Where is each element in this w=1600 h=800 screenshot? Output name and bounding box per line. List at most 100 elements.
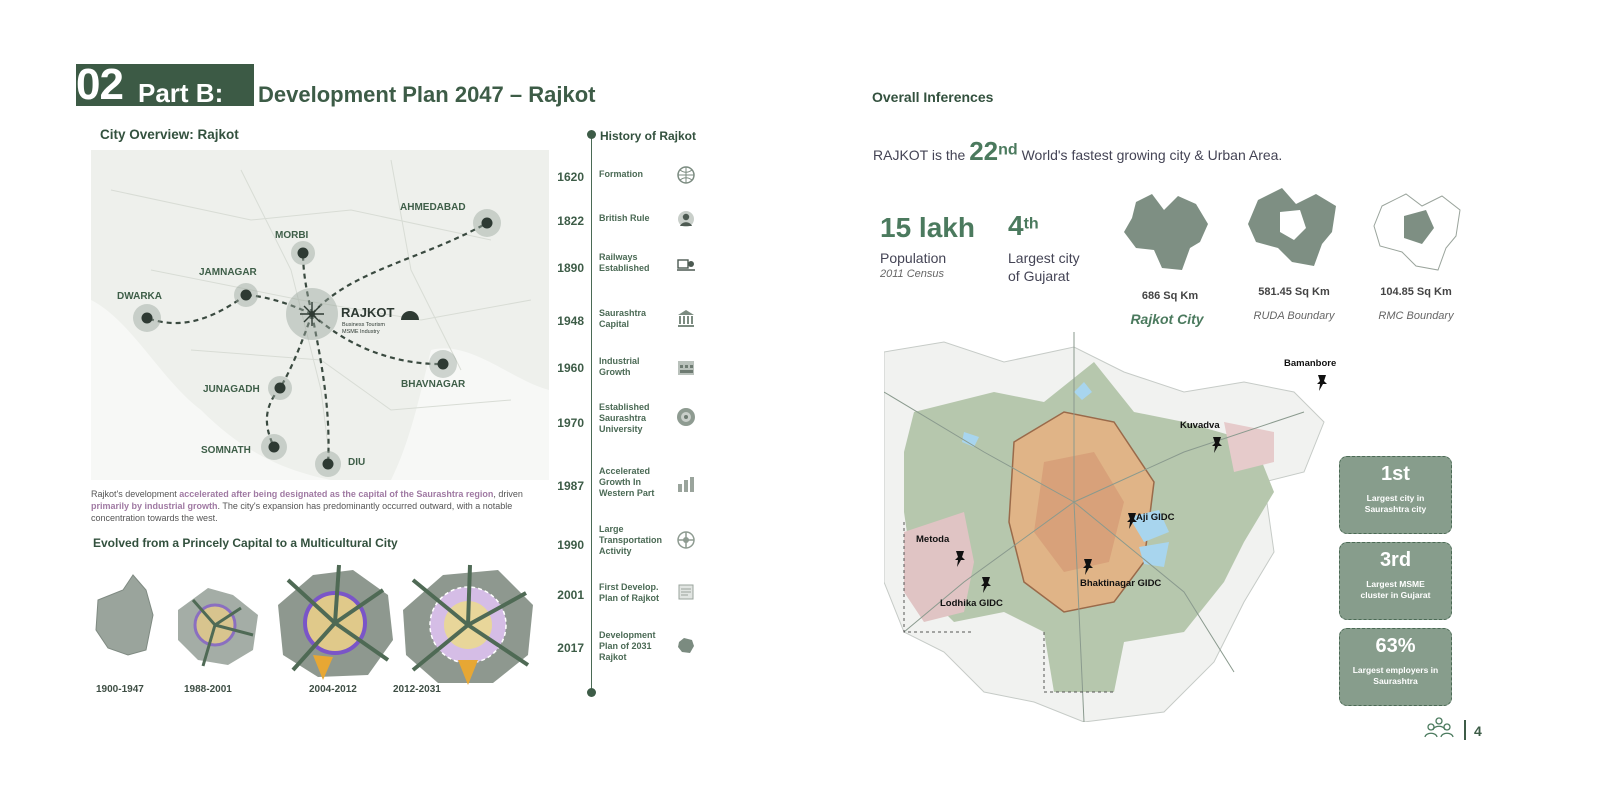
- city-label-rajkot: RAJKOT: [341, 305, 395, 320]
- section-number: 02: [76, 64, 124, 106]
- gujarat-rank: 4th: [1008, 210, 1039, 242]
- timeline-event: British Rule: [599, 213, 650, 223]
- overview-highlight-1: accelerated after being designated as th…: [179, 489, 494, 499]
- badge-msme-cluster: 3rd Largest MSME cluster in Gujarat: [1339, 542, 1452, 620]
- claim-rank-suffix: nd: [998, 141, 1018, 159]
- rajkot-planning-map-graphic: [883, 332, 1325, 723]
- city-label-diu: DIU: [348, 457, 366, 468]
- map-label-kuvadva: Kuvadva: [1180, 420, 1220, 431]
- pin-icon: [981, 577, 991, 593]
- timeline-year: 1890: [557, 261, 584, 275]
- map-label-aji-gidc: Aji GIDC: [1136, 512, 1175, 523]
- evolution-diagrams: [95, 564, 533, 685]
- timeline-title: History of Rajkot: [600, 129, 697, 143]
- timeline-event: Saurashtra Capital: [599, 308, 647, 329]
- badge-employers: 63% Largest employers in Saurashtra: [1339, 628, 1452, 706]
- rajkot-city-silhouette: [1124, 194, 1208, 270]
- timeline-year: 1960: [557, 361, 584, 375]
- city-overview-title: City Overview: Rajkot: [100, 127, 239, 142]
- map-label-bhaktinagar-gidc: Bhaktinagar GIDC: [1080, 578, 1162, 589]
- city-label-somnath: SOMNATH: [201, 445, 251, 456]
- evolution-title: Evolved from a Princely Capital to a Mul…: [93, 536, 398, 550]
- pin-icon: [955, 551, 965, 567]
- map-icon: [678, 638, 694, 653]
- inferences-title: Overall Inferences: [872, 89, 994, 105]
- page-number: 4: [1474, 723, 1482, 739]
- overview-text-1: Rajkot's development: [91, 489, 180, 499]
- regional-map: AHMEDABAD MORBI JAMNAGAR DWARKA RAJKOT B…: [91, 150, 549, 480]
- gujarat-rank-suffix: th: [1023, 215, 1039, 233]
- overview-highlight-2: primarily by industrial growth: [91, 501, 218, 511]
- timeline-year: 1990: [557, 538, 584, 552]
- section-badge: 02 Part B:: [76, 64, 254, 106]
- capitol-icon: [678, 310, 694, 327]
- timeline-event: Accelerated Growth In Western Part: [599, 466, 655, 498]
- timeline-year: 2001: [557, 588, 584, 602]
- city-label-junagadh: JUNAGADH: [203, 384, 260, 395]
- area-value-rmc: 104.85 Sq Km: [1380, 286, 1452, 298]
- map-label-lodhika-gidc: Lodhika GIDC: [940, 598, 1003, 609]
- map-label-metoda: Metoda: [916, 534, 950, 545]
- badge-value: 1st: [1381, 463, 1410, 485]
- timeline-year: 1987: [557, 479, 584, 493]
- growth-icon: [678, 477, 694, 492]
- stage-label-3: 2004-2012: [309, 684, 357, 695]
- timeline-year: 1948: [557, 314, 584, 328]
- badge-description: Largest city in Saurashtra city: [1364, 493, 1427, 514]
- gujarat-rank-label-1: Largest city: [1008, 250, 1080, 266]
- gujarat-rank-label-2: of Gujarat: [1008, 268, 1070, 284]
- rajkot-tagline-2: MSME Industry: [342, 329, 380, 335]
- timeline-year: 2017: [557, 641, 584, 655]
- ruda-boundary-silhouette: [1248, 188, 1336, 266]
- overview-paragraph: Rajkot's development accelerated after b…: [91, 488, 541, 524]
- badge-description: Largest employers in Saurashtra: [1352, 665, 1439, 686]
- person-icon: [678, 211, 694, 227]
- timeline-event: First Develop. Plan of Rajkot: [599, 582, 660, 603]
- timeline-year: 1970: [557, 416, 584, 430]
- city-label-morbi: MORBI: [275, 230, 309, 241]
- growth-claim: RAJKOT is the 22nd World's fastest growi…: [873, 136, 1282, 167]
- claim-rank: 22: [969, 136, 999, 166]
- timeline-event: Development Plan of 2031 Rajkot: [599, 630, 656, 662]
- area-label-ruda: RUDA Boundary: [1253, 310, 1335, 322]
- page-number-divider: [1464, 720, 1466, 740]
- timeline-event: Large Transportation Activity: [599, 524, 663, 556]
- claim-suffix: World's fastest growing city & Urban Are…: [1017, 147, 1283, 163]
- pin-icon: [1127, 513, 1137, 529]
- helmet-icon: [401, 311, 419, 320]
- city-label-jamnagar: JAMNAGAR: [199, 267, 257, 278]
- timeline-event: Established Saurashtra University: [599, 402, 650, 434]
- timeline-event: Railways Established: [599, 252, 650, 273]
- area-value-ruda: 581.45 Sq Km: [1258, 286, 1330, 298]
- factory-icon: [678, 361, 694, 375]
- transport-icon: [677, 531, 695, 549]
- gujarat-rank-value: 4: [1008, 210, 1024, 241]
- train-icon: [677, 259, 695, 271]
- population-note: 2011 Census: [880, 268, 945, 280]
- rajkot-planning-map: Bamanbore Kuvadva Aji GIDC Metoda Lodhik…: [883, 332, 1336, 723]
- area-label-rmc: RMC Boundary: [1378, 310, 1454, 322]
- rmc-boundary-silhouette: [1373, 193, 1461, 271]
- pin-icon: [1317, 375, 1327, 391]
- pin-icon: [1212, 437, 1222, 453]
- area-value-city: 686 Sq Km: [1141, 290, 1199, 302]
- population-label: Population: [880, 250, 947, 266]
- badge-rank-saurashtra: 1st Largest city in Saurashtra city: [1339, 456, 1452, 534]
- stage-label-4: 2012-2031: [393, 684, 441, 695]
- university-icon: [677, 408, 695, 426]
- page-title: Development Plan 2047 – Rajkot: [258, 82, 596, 107]
- pin-icon: [1083, 559, 1093, 575]
- city-label-bhavnagar: BHAVNAGAR: [401, 379, 466, 390]
- rajkot-tagline-1: Business Tourism: [342, 322, 385, 328]
- plan-icon: [678, 584, 694, 600]
- timeline-event: Industrial Growth: [599, 356, 640, 377]
- regional-map-graphic: [91, 150, 549, 480]
- area-label-city: Rajkot City: [1130, 311, 1204, 327]
- timeline-end-dot: [587, 688, 596, 697]
- claim-prefix: RAJKOT is the: [873, 147, 970, 163]
- population-value: 15 lakh: [880, 212, 975, 243]
- timeline-year: 1822: [557, 214, 584, 228]
- globe-icon: [677, 166, 695, 184]
- badge-description: Largest MSME cluster in Gujarat: [1360, 579, 1431, 600]
- people-logo-icon: [1424, 717, 1454, 738]
